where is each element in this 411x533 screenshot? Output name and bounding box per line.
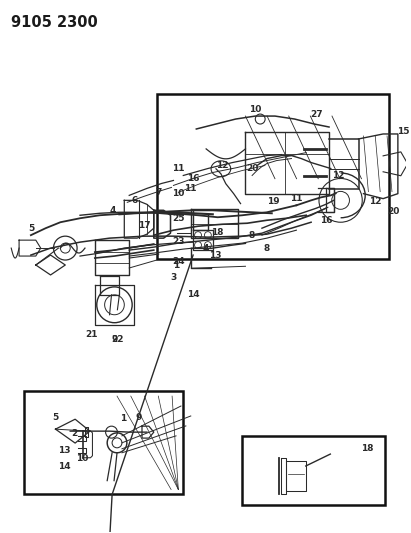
Text: 8: 8	[249, 231, 255, 240]
Text: 6: 6	[131, 196, 137, 205]
Text: 21: 21	[85, 330, 98, 339]
Text: 5: 5	[52, 413, 59, 422]
Text: 9: 9	[136, 413, 142, 422]
Text: 19: 19	[267, 197, 279, 206]
Text: 18: 18	[361, 444, 373, 453]
Text: 11: 11	[184, 184, 196, 193]
Text: 10: 10	[249, 104, 261, 114]
Text: 10: 10	[76, 455, 88, 464]
Text: 4: 4	[109, 206, 115, 215]
Text: 20: 20	[246, 164, 258, 173]
Text: 20: 20	[387, 207, 399, 216]
Text: 27: 27	[310, 110, 323, 118]
Text: 25: 25	[172, 214, 185, 223]
Text: 13: 13	[58, 446, 71, 455]
Text: 17: 17	[138, 221, 150, 230]
Text: 15: 15	[397, 127, 409, 136]
Text: 1: 1	[120, 414, 126, 423]
Text: 18: 18	[211, 228, 224, 237]
Text: 22: 22	[111, 335, 124, 344]
Text: 2: 2	[72, 429, 78, 438]
Text: 12: 12	[216, 161, 229, 170]
Bar	[23, 391, 183, 495]
Bar	[157, 94, 389, 259]
Text: 12: 12	[332, 171, 345, 180]
Text: 13: 13	[210, 251, 222, 260]
Text: 14: 14	[58, 462, 71, 471]
Text: 3: 3	[170, 273, 177, 282]
Text: 5: 5	[28, 224, 34, 233]
Text: 16: 16	[320, 216, 332, 225]
Text: 12: 12	[369, 197, 381, 206]
Text: 9: 9	[111, 335, 118, 344]
Text: 10: 10	[173, 189, 185, 198]
Text: 9105 2300: 9105 2300	[11, 15, 98, 30]
Text: 23: 23	[172, 237, 185, 246]
Text: 14: 14	[187, 290, 199, 300]
Text: 8: 8	[264, 244, 270, 253]
Text: 11: 11	[172, 164, 185, 173]
Text: 24: 24	[172, 257, 185, 266]
Text: 16: 16	[187, 174, 199, 183]
Text: 11: 11	[290, 194, 302, 203]
Text: 4: 4	[203, 244, 209, 253]
Text: 7: 7	[155, 188, 162, 197]
Bar	[242, 436, 385, 505]
Text: 1: 1	[173, 261, 180, 270]
